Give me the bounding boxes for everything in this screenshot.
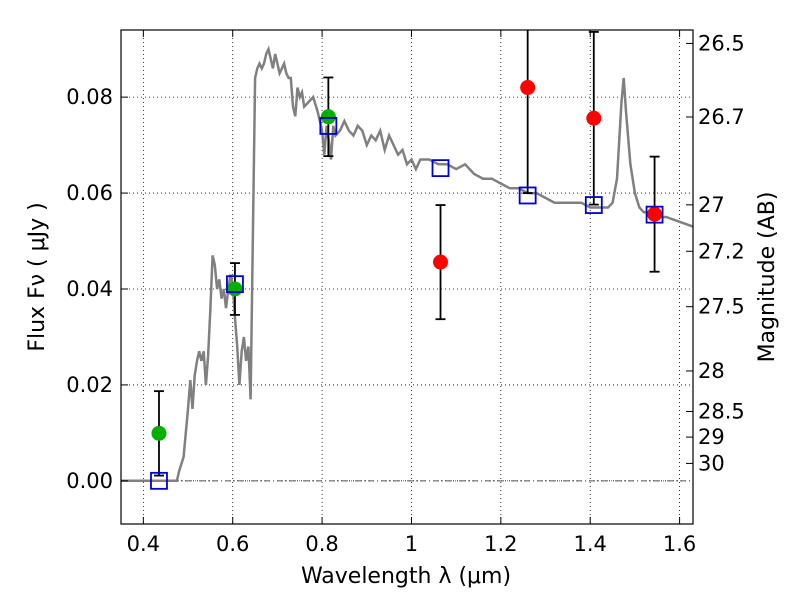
x-tick-label: 1.4 xyxy=(574,532,607,556)
green-point xyxy=(320,109,336,125)
model-square xyxy=(431,159,450,178)
model-square xyxy=(645,205,664,224)
x-tick-label: 1.2 xyxy=(484,532,517,556)
y-tick-label: 0.06 xyxy=(66,181,113,205)
model-points xyxy=(150,117,664,490)
x-tick-label: 0.8 xyxy=(305,532,338,556)
y-tick-label: 0.02 xyxy=(66,373,113,397)
x-tick-labels: 0.4 0.6 0.8 1 1.2 1.4 1.6 xyxy=(127,532,697,556)
y-tick-labels: 0.00 0.02 0.04 0.06 0.08 xyxy=(66,85,113,493)
y-tick-label: 0.08 xyxy=(66,85,113,109)
red-point xyxy=(586,110,602,126)
green-point xyxy=(227,281,243,297)
y-tick-label: 0.00 xyxy=(66,469,113,493)
y-tick-label: 0.04 xyxy=(66,277,113,301)
right-axis-label: Magnitude (AB) xyxy=(755,192,780,363)
model-square xyxy=(584,196,603,214)
magnitude-tick-label: 30 xyxy=(698,451,725,475)
plot-frame xyxy=(120,29,694,525)
red-point xyxy=(520,80,536,96)
magnitude-tick-label: 26.7 xyxy=(698,105,745,129)
green-point xyxy=(151,425,167,441)
x-tick-label: 0.6 xyxy=(216,532,249,556)
model-square xyxy=(518,186,537,205)
magnitude-tick-label: 27.2 xyxy=(698,239,745,263)
x-tick-label: 0.4 xyxy=(127,532,160,556)
x-tick-label: 1 xyxy=(405,532,418,556)
model-square xyxy=(319,117,338,135)
magnitude-tick-label: 29 xyxy=(698,425,725,449)
magnitude-tick-label: 28.5 xyxy=(698,400,745,424)
magnitude-tick-label: 26.5 xyxy=(698,31,745,55)
model-square xyxy=(226,275,244,294)
plot-background xyxy=(121,30,693,524)
magnitude-tick-label: 27 xyxy=(698,193,725,217)
model-square xyxy=(150,471,168,490)
x-axis-label: Wavelength λ (μm) xyxy=(301,564,511,589)
red-points xyxy=(433,80,663,270)
red-point xyxy=(647,206,663,222)
y-axis-label: Flux Fν ( μJy ) xyxy=(25,202,50,351)
x-tick-label: 1.6 xyxy=(663,532,696,556)
red-point xyxy=(433,254,449,270)
grid xyxy=(121,30,693,524)
magnitude-tick-label: 28 xyxy=(698,359,725,383)
axis-ticks xyxy=(121,30,693,524)
magnitude-tick-label: 27.5 xyxy=(698,295,745,319)
